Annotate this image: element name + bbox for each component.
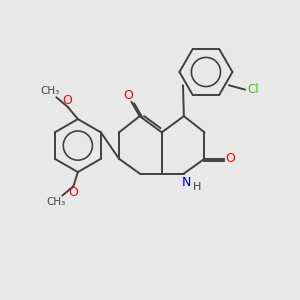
Text: H: H <box>193 182 201 192</box>
Text: O: O <box>68 186 78 199</box>
Text: O: O <box>62 94 72 107</box>
Text: CH₃: CH₃ <box>40 86 59 96</box>
Text: CH₃: CH₃ <box>46 196 65 206</box>
Text: Cl: Cl <box>248 83 259 96</box>
Text: N: N <box>182 176 191 190</box>
Text: O: O <box>225 152 235 165</box>
Text: O: O <box>123 89 133 102</box>
